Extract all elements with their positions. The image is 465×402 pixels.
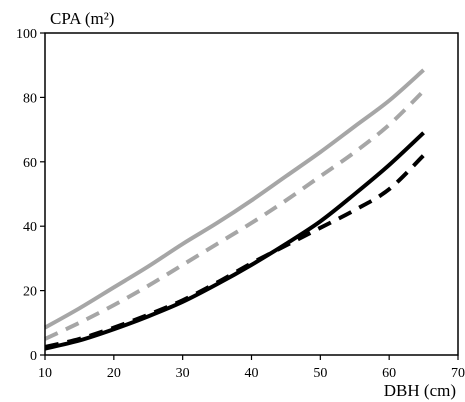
x-tick-label: 60 (382, 366, 396, 381)
plot-frame (44, 32, 459, 356)
series-line-3 (44, 131, 425, 351)
y-tick-label: 80 (23, 91, 37, 106)
y-tick-label: 0 (30, 349, 37, 364)
y-tick-label: 20 (23, 285, 37, 300)
y-tick-label: 60 (23, 156, 37, 171)
x-tick-label: 70 (451, 366, 465, 381)
x-tick-label: 20 (107, 366, 121, 381)
y-tick-label: 100 (16, 27, 37, 42)
axis-ticks (40, 32, 459, 360)
x-tick-label: 10 (38, 366, 52, 381)
series-lines (44, 68, 425, 351)
x-axis-title: DBH (cm) (384, 381, 456, 400)
x-tick-label: 40 (245, 366, 259, 381)
tick-labels: 0 20 40 60 80 100 10 20 30 40 50 60 70 (16, 27, 465, 381)
series-line-2 (44, 89, 425, 341)
series-line-1 (44, 68, 425, 330)
x-tick-label: 30 (176, 366, 190, 381)
y-axis-title: CPA (m²) (50, 9, 114, 28)
x-tick-label: 50 (313, 366, 327, 381)
y-tick-label: 40 (23, 220, 37, 235)
